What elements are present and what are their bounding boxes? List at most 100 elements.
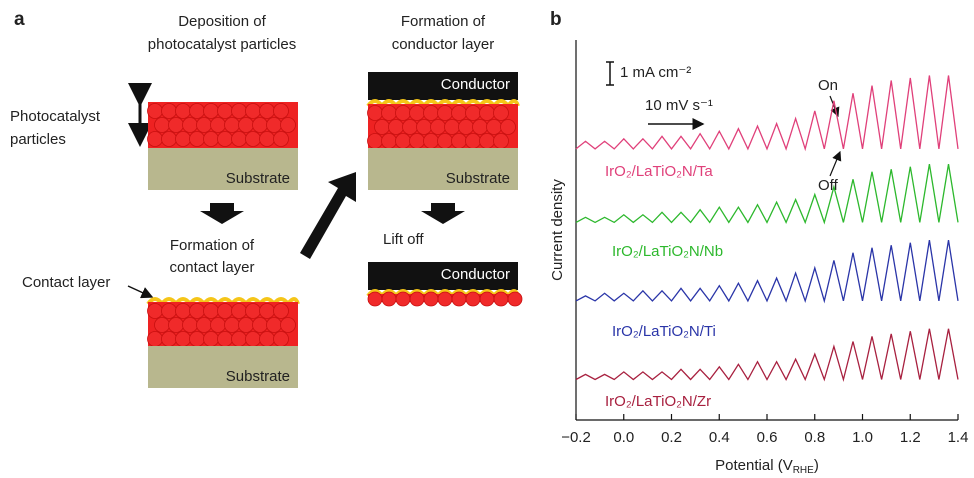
particle (402, 119, 418, 135)
x-tick-label: 1.4 (948, 429, 969, 446)
particle (507, 291, 523, 307)
annotation: 1 mA cm⁻² (620, 64, 691, 81)
particle (437, 133, 453, 149)
x-tick-label: 0.8 (804, 429, 825, 446)
particle (280, 117, 296, 133)
x-axis-label-part: Potential (V (715, 457, 793, 474)
particle (154, 317, 170, 333)
x-tick-label: 1.2 (900, 429, 921, 446)
particle (465, 105, 481, 121)
x-tick-label: 0.2 (661, 429, 682, 446)
particle (203, 131, 219, 147)
particle (259, 103, 275, 119)
particle (217, 331, 233, 347)
particle (280, 317, 296, 333)
particle (451, 291, 467, 307)
particle (409, 133, 425, 149)
particle (381, 291, 397, 307)
particle (252, 317, 268, 333)
particle (395, 291, 411, 307)
particle (479, 133, 495, 149)
particle (189, 303, 205, 319)
particle (231, 303, 247, 319)
substrate-label: Substrate (226, 368, 290, 385)
particle (374, 119, 390, 135)
x-tick-label: 0.4 (709, 429, 730, 446)
step-title: Lift off (383, 231, 424, 248)
particle (273, 331, 289, 347)
data-line (575, 239, 959, 304)
particle (409, 105, 425, 121)
step-arrow (300, 172, 356, 259)
step-arrow (421, 203, 465, 224)
particle (430, 119, 446, 135)
panel-label: a (14, 9, 25, 30)
series-label: IrO₂/LaTiO₂N/Nb (612, 243, 723, 260)
particle (245, 303, 261, 319)
particle (238, 117, 254, 133)
layer-label: Photocatalyst (10, 108, 101, 125)
particle (367, 291, 383, 307)
step-title: conductor layer (392, 36, 495, 53)
substrate (148, 148, 298, 190)
particle (231, 331, 247, 347)
substrate-label: Substrate (446, 170, 510, 187)
particle (367, 105, 383, 121)
particle (224, 317, 240, 333)
particle (203, 331, 219, 347)
particle (273, 103, 289, 119)
particle (161, 303, 177, 319)
particle (479, 105, 495, 121)
particle (224, 117, 240, 133)
particle (493, 291, 509, 307)
particle (479, 291, 495, 307)
particle (154, 117, 170, 133)
particle (395, 105, 411, 121)
x-tick-label: −0.2 (561, 429, 591, 446)
particle (416, 119, 432, 135)
particle (493, 133, 509, 149)
particle (266, 317, 282, 333)
conductor (368, 262, 518, 290)
particle (161, 131, 177, 147)
particle (238, 317, 254, 333)
x-tick-label: 1.0 (852, 429, 873, 446)
step-title: Deposition of (178, 13, 266, 30)
particle (500, 119, 516, 135)
x-tick-label: 0.6 (757, 429, 778, 446)
particle (147, 331, 163, 347)
particle (252, 117, 268, 133)
annotation: On (818, 77, 838, 94)
particle (472, 119, 488, 135)
particle (189, 331, 205, 347)
x-axis-label-part: ) (814, 457, 819, 474)
particle (147, 303, 163, 319)
particle (367, 133, 383, 149)
particle (245, 331, 261, 347)
substrate (368, 148, 518, 190)
particle (210, 317, 226, 333)
layer-label: particles (10, 131, 66, 148)
particle (217, 131, 233, 147)
panel-a: a Deposition of photocatalyst particles … (10, 9, 495, 299)
particle (245, 103, 261, 119)
particle (465, 133, 481, 149)
particle (147, 103, 163, 119)
series-label: IrO₂/LaTiO₂N/Zr (605, 393, 711, 410)
particle (175, 303, 191, 319)
particle (161, 331, 177, 347)
particle (189, 131, 205, 147)
panel-label: b (550, 9, 562, 30)
particle (217, 303, 233, 319)
step-arrow (200, 203, 244, 224)
pointer (829, 150, 842, 177)
pointer (127, 285, 154, 299)
particle (168, 117, 184, 133)
particle (451, 105, 467, 121)
layer-label: Contact layer (22, 274, 110, 291)
particle (444, 119, 460, 135)
series-label: IrO₂/LaTiO₂N/Ta (605, 163, 713, 180)
data-line (575, 328, 959, 382)
particle (175, 331, 191, 347)
particle (189, 103, 205, 119)
